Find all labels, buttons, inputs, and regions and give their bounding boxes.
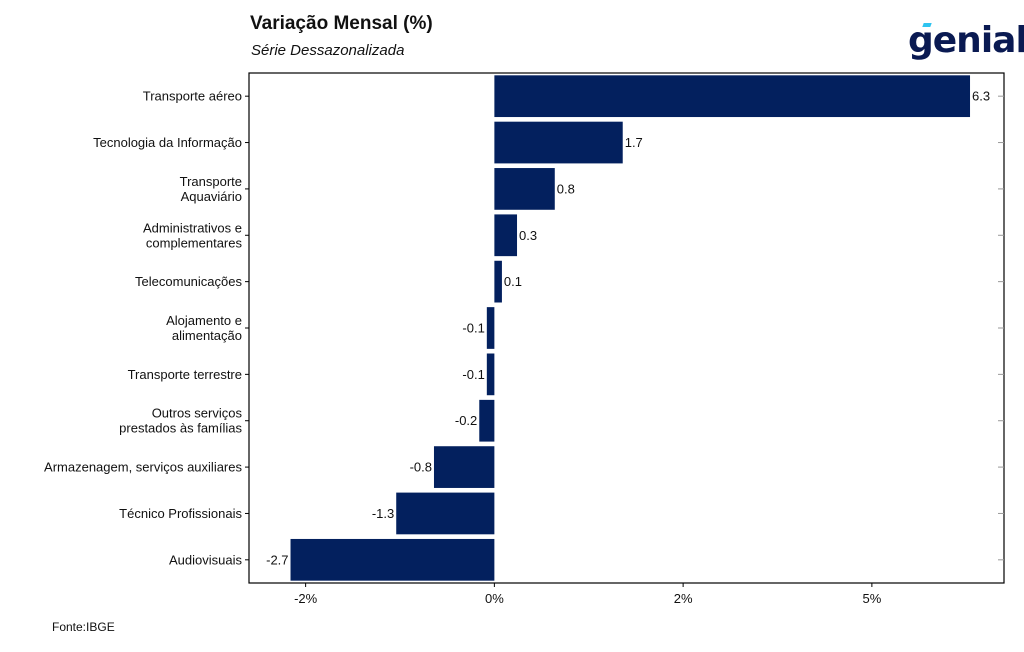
x-tick-label: -2% (294, 591, 318, 606)
category-label: Administrativos e (143, 220, 242, 235)
data-label: 0.3 (519, 228, 537, 243)
bar (494, 214, 518, 257)
bar (396, 492, 495, 535)
category-label: Audiovisuais (169, 552, 242, 567)
data-label: -1.3 (372, 506, 394, 521)
bar (479, 399, 495, 442)
category-label: Alojamento e (166, 313, 242, 328)
category-label: Armazenagem, serviços auxiliares (44, 460, 242, 475)
chart-subtitle: Série Dessazonalizada (251, 42, 405, 59)
category-label: Transporte (180, 174, 242, 189)
data-label: 1.7 (625, 135, 643, 150)
chart-title: Variação Mensal (%) (250, 13, 433, 34)
category-label: prestados às famílias (119, 421, 242, 436)
bar (290, 538, 495, 581)
category-label: alimentação (172, 328, 242, 343)
data-label: -0.1 (462, 321, 484, 336)
x-tick-label: 0% (485, 591, 504, 606)
category-label: complementares (146, 235, 243, 250)
category-label: Aquaviário (181, 189, 242, 204)
data-label: -2.7 (266, 552, 288, 567)
data-label: -0.2 (455, 413, 477, 428)
bar (486, 307, 495, 349)
category-label: Outros serviços (152, 406, 243, 421)
bar (486, 353, 495, 396)
data-label: -0.1 (462, 367, 484, 382)
source-note: Fonte:IBGE (52, 620, 115, 634)
category-label: Transporte terrestre (128, 367, 242, 382)
bar (494, 260, 502, 303)
data-label: 0.8 (557, 181, 575, 196)
category-label: Transporte aéreo (143, 89, 242, 104)
category-label: Técnico Profissionais (119, 506, 242, 521)
x-tick-label: 5% (862, 591, 881, 606)
data-label: 0.1 (504, 274, 522, 289)
x-tick-label: 2% (674, 591, 693, 606)
genial-logo: genial (908, 20, 1024, 64)
bar (494, 75, 971, 118)
bar (494, 168, 555, 210)
data-label: 6.3 (972, 89, 990, 104)
data-label: -0.8 (410, 460, 432, 475)
category-label: Tecnologia da Informação (93, 135, 242, 150)
bar (433, 446, 495, 488)
bar (494, 121, 623, 164)
category-label: Telecomunicações (135, 274, 242, 289)
